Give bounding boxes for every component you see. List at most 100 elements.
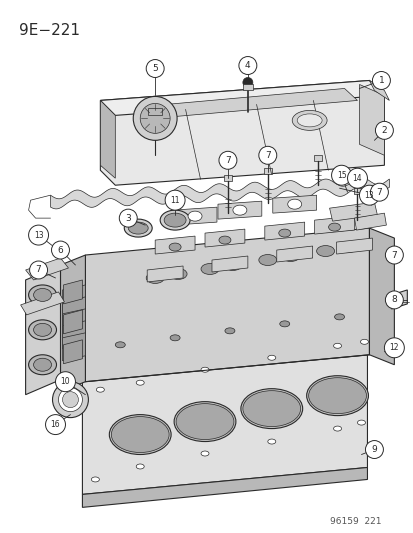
Ellipse shape [111, 417, 169, 453]
Polygon shape [242, 84, 252, 91]
Circle shape [242, 77, 252, 87]
Ellipse shape [328, 223, 340, 231]
Polygon shape [173, 207, 216, 225]
Ellipse shape [128, 222, 148, 234]
Ellipse shape [136, 464, 144, 469]
Text: 13: 13 [34, 231, 43, 239]
Polygon shape [60, 255, 85, 392]
Polygon shape [272, 195, 316, 213]
Text: 4: 4 [244, 61, 250, 70]
Polygon shape [21, 292, 64, 315]
Circle shape [58, 387, 82, 411]
Polygon shape [100, 80, 384, 185]
Polygon shape [62, 321, 85, 349]
Text: 7: 7 [36, 265, 41, 274]
Ellipse shape [174, 402, 235, 441]
Circle shape [165, 190, 185, 210]
Text: 96159  221: 96159 221 [329, 518, 380, 527]
Ellipse shape [28, 355, 56, 375]
Polygon shape [263, 168, 271, 174]
Ellipse shape [115, 342, 125, 348]
Polygon shape [100, 100, 115, 178]
Ellipse shape [308, 378, 366, 414]
Polygon shape [82, 467, 367, 507]
Polygon shape [336, 238, 372, 254]
Polygon shape [82, 355, 367, 495]
Ellipse shape [357, 420, 365, 425]
Polygon shape [147, 266, 183, 282]
Ellipse shape [28, 320, 56, 340]
Ellipse shape [160, 210, 190, 230]
Ellipse shape [169, 269, 187, 279]
Polygon shape [264, 222, 304, 240]
Text: 5: 5 [152, 64, 158, 73]
Polygon shape [63, 310, 82, 334]
Text: 11: 11 [170, 196, 179, 205]
Text: 2: 2 [381, 126, 386, 135]
Circle shape [45, 415, 65, 434]
Circle shape [258, 147, 276, 164]
Polygon shape [314, 216, 354, 234]
Circle shape [51, 241, 69, 259]
Ellipse shape [287, 199, 301, 209]
Ellipse shape [333, 426, 341, 431]
Polygon shape [62, 333, 85, 361]
Text: 13: 13 [364, 191, 373, 200]
Ellipse shape [267, 439, 275, 444]
Ellipse shape [33, 324, 51, 336]
Text: 7: 7 [376, 188, 381, 197]
Circle shape [238, 56, 256, 75]
Circle shape [146, 60, 164, 77]
Ellipse shape [292, 110, 326, 131]
Polygon shape [368, 80, 389, 100]
Ellipse shape [201, 367, 209, 372]
Text: 7: 7 [264, 151, 270, 160]
PathPatch shape [50, 177, 389, 209]
Polygon shape [368, 228, 394, 365]
Ellipse shape [279, 321, 289, 327]
Ellipse shape [164, 213, 185, 227]
Ellipse shape [334, 314, 344, 320]
Ellipse shape [170, 335, 180, 341]
Polygon shape [148, 108, 162, 116]
Polygon shape [26, 265, 60, 394]
Text: 9E−221: 9E−221 [19, 22, 79, 38]
Ellipse shape [240, 389, 302, 429]
Ellipse shape [267, 356, 275, 360]
Ellipse shape [218, 236, 230, 244]
Polygon shape [276, 246, 312, 262]
Circle shape [55, 372, 75, 392]
Polygon shape [63, 340, 82, 364]
Ellipse shape [297, 114, 321, 127]
Polygon shape [155, 88, 357, 117]
Text: 3: 3 [125, 214, 131, 223]
Circle shape [133, 96, 177, 140]
Ellipse shape [201, 451, 209, 456]
Polygon shape [26, 258, 68, 280]
Circle shape [375, 122, 392, 139]
Text: 6: 6 [57, 246, 63, 255]
Circle shape [372, 71, 389, 90]
Circle shape [119, 209, 137, 227]
Polygon shape [211, 256, 247, 272]
Text: 15: 15 [336, 171, 346, 180]
Ellipse shape [242, 391, 300, 426]
Circle shape [140, 103, 170, 133]
Polygon shape [63, 280, 82, 304]
Polygon shape [204, 229, 244, 247]
Ellipse shape [188, 211, 202, 221]
Polygon shape [100, 80, 384, 116]
Ellipse shape [306, 376, 368, 416]
Circle shape [358, 185, 378, 205]
Ellipse shape [109, 415, 171, 455]
Ellipse shape [33, 358, 51, 371]
Text: 10: 10 [61, 377, 70, 386]
Text: 7: 7 [391, 251, 396, 260]
Polygon shape [62, 297, 85, 325]
Ellipse shape [223, 260, 241, 270]
Polygon shape [329, 202, 377, 221]
Circle shape [29, 261, 47, 279]
Circle shape [370, 183, 387, 201]
Polygon shape [62, 285, 85, 313]
Circle shape [384, 338, 404, 358]
